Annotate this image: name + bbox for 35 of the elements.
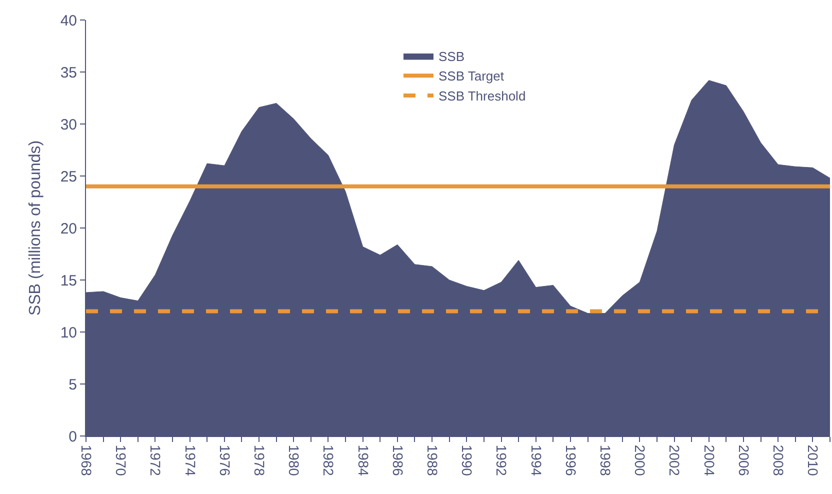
x-tick-label: 1984: [355, 444, 372, 476]
x-tick-label: 2010: [805, 444, 822, 476]
x-tick-label: 1986: [390, 444, 406, 476]
x-tick-label: 1972: [148, 444, 164, 476]
x-tick-label: 1980: [286, 444, 302, 476]
legend-label: SSB Target: [438, 68, 504, 84]
y-tick-label: 40: [60, 12, 77, 30]
y-tick-label: 15: [60, 272, 77, 290]
x-tick-label: 2006: [736, 444, 752, 476]
legend-label: SSB: [438, 48, 464, 64]
x-tick-label: 1968: [78, 444, 94, 476]
y-tick-label: 10: [60, 324, 77, 342]
y-tick-label: 5: [68, 376, 77, 394]
x-tick-label: 1994: [528, 444, 544, 476]
y-tick-label: 30: [60, 116, 77, 134]
x-tick-label: 2004: [701, 444, 718, 476]
y-tick-label: 35: [60, 64, 77, 82]
x-tick-label: 2008: [770, 444, 787, 476]
legend-label: SSB Threshold: [438, 88, 526, 104]
x-tick-label: 1992: [494, 444, 510, 476]
x-tick-label: 1976: [216, 444, 233, 476]
y-tick-label: 0: [68, 428, 77, 446]
y-tick-label: 25: [60, 168, 77, 186]
x-tick-label: 1996: [562, 444, 579, 476]
x-tick-label: 2002: [666, 444, 683, 476]
x-tick-label: 1990: [459, 444, 476, 476]
x-tick-label: 1988: [424, 444, 440, 476]
x-tick-label: 2000: [632, 444, 648, 476]
x-tick-label: 1998: [598, 444, 614, 476]
x-tick-label: 1970: [113, 444, 130, 476]
y-axis-title: SSB (millions of pounds): [27, 140, 44, 316]
x-tick-label: 1982: [320, 444, 337, 476]
x-tick-label: 1978: [251, 444, 268, 476]
x-tick-label: 1974: [182, 444, 198, 476]
y-tick-label: 20: [60, 220, 77, 238]
